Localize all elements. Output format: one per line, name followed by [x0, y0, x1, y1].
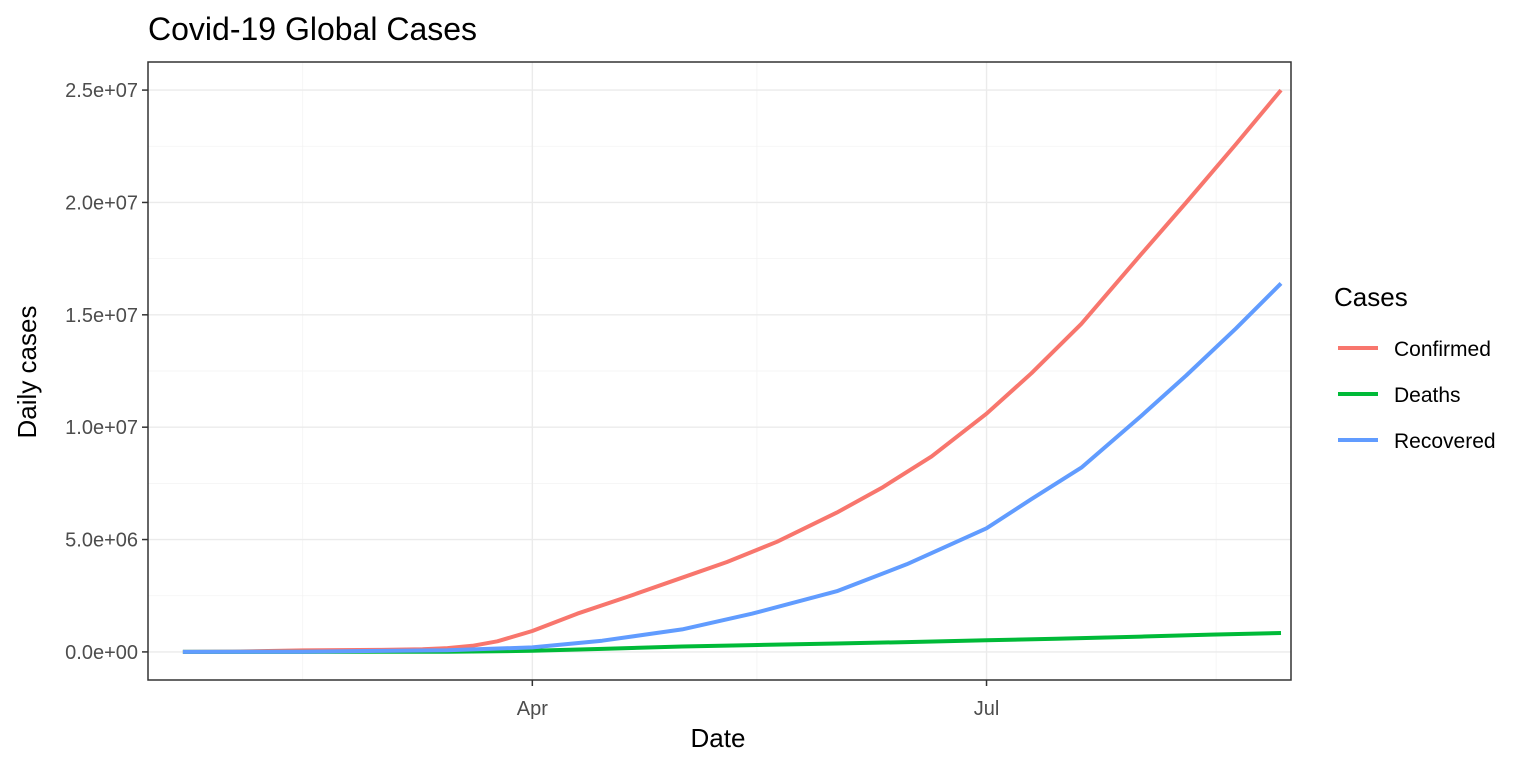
x-tick-label: Apr: [517, 698, 548, 720]
y-tick-label: 0.0e+00: [65, 642, 138, 664]
legend: Cases Confirmed Deaths Recovered: [1334, 282, 1496, 453]
legend-label-deaths: Deaths: [1394, 384, 1461, 407]
minor-gridlines: [148, 62, 1291, 680]
legend-label-recovered: Recovered: [1394, 430, 1496, 453]
chart-title: Covid-19 Global Cases: [148, 11, 477, 47]
y-tick-label: 5.0e+06: [65, 530, 138, 552]
legend-label-confirmed: Confirmed: [1394, 338, 1491, 361]
series-line-recovered: [182, 281, 1283, 654]
x-axis: Apr Jul: [517, 680, 1000, 720]
y-axis-title: Daily cases: [12, 306, 42, 439]
y-tick-label: 1.5e+07: [65, 305, 138, 327]
y-tick-label: 2.0e+07: [65, 192, 138, 214]
major-gridlines: [148, 62, 1291, 680]
series-lines: [182, 88, 1283, 654]
legend-items: Confirmed Deaths Recovered: [1338, 338, 1496, 453]
x-axis-title: Date: [691, 723, 746, 753]
plot-area: [147, 61, 1292, 681]
y-tick-label: 2.5e+07: [65, 80, 138, 102]
x-tick-label: Jul: [974, 698, 1000, 720]
y-axis: 0.0e+00 5.0e+06 1.0e+07 1.5e+07 2.0e+07 2.5e+…: [65, 80, 148, 664]
legend-title: Cases: [1334, 282, 1408, 312]
plot-border: [147, 61, 1292, 681]
y-tick-label: 1.0e+07: [65, 417, 138, 439]
